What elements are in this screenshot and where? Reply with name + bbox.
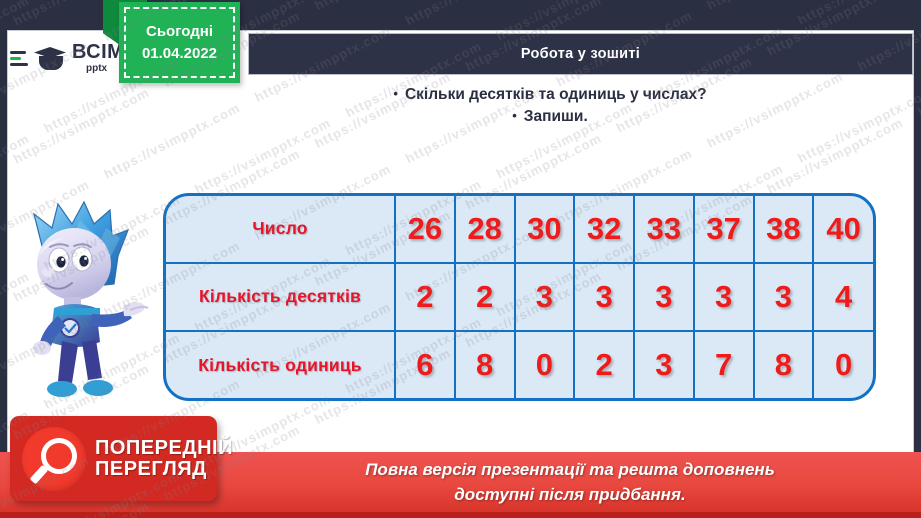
bullet-text-2: Запиши.	[523, 108, 588, 126]
numbers-table: Число 26 28 30 32 33 37 38 40 Кількість …	[163, 193, 876, 401]
table-cell: 7	[692, 330, 755, 398]
table-cell: 3	[573, 261, 635, 333]
table-row: Кількість десятків 2 2 3 3 3 3 3 4	[166, 261, 873, 333]
table-cell: 26	[394, 196, 456, 264]
speed-lines-icon	[10, 50, 30, 66]
table-cell: 8	[453, 330, 516, 398]
table-cell: 3	[752, 261, 815, 333]
table-row: Кількість одиниць 6 8 0 2 3 7 8 0	[166, 330, 873, 398]
table-cell: 2	[573, 330, 635, 398]
row-label-units: Кількість одиниць	[166, 330, 396, 398]
table-cell: 37	[692, 196, 755, 264]
table-cell: 0	[812, 330, 873, 398]
table-cell: 3	[513, 261, 576, 333]
table-cell: 40	[812, 196, 873, 264]
logo-subtitle: pptx	[86, 63, 108, 74]
table-cell: 3	[633, 330, 695, 398]
date-badge: Сьогодні 01.04.2022	[119, 2, 240, 83]
section-title-bar: Робота у зошиті	[248, 33, 913, 75]
table-cell: 32	[573, 196, 635, 264]
table-cell: 2	[453, 261, 516, 333]
table-cell: 33	[633, 196, 695, 264]
preview-badge: ПОПЕРЕДНІЙ ПЕРЕГЛЯД	[10, 416, 232, 501]
preview-badge-line-2: ПЕРЕГЛЯД	[95, 457, 207, 480]
row-label-tens: Кількість десятків	[166, 261, 396, 333]
purchase-notice-line-2: доступні після придбання.	[454, 484, 686, 504]
table-cell: 2	[394, 261, 456, 333]
brand-logo: ВСІМ pptx	[10, 33, 130, 83]
magnifier-icon	[22, 426, 86, 491]
table-cell: 3	[692, 261, 755, 333]
table-cell: 28	[453, 196, 516, 264]
bullet-item-2: • Запиши.	[250, 106, 850, 128]
task-instructions: • Скільки десятків та одиниць у числах? •…	[250, 84, 850, 129]
bullet-marker-icon: •	[512, 108, 517, 124]
table-cell: 3	[633, 261, 695, 333]
table-cell: 38	[752, 196, 815, 264]
bullet-marker-icon: •	[393, 86, 398, 101]
table-cell: 30	[513, 196, 576, 264]
logo-name: ВСІМ	[72, 41, 125, 63]
fixie-character-illustration	[32, 200, 149, 397]
table-row: Число 26 28 30 32 33 37 38 40	[166, 196, 873, 264]
row-label-number: Число	[166, 196, 396, 264]
date-badge-label: Сьогодні	[146, 22, 213, 40]
page-title: Робота у зошиті	[520, 46, 641, 62]
graduation-cap-icon	[34, 43, 68, 73]
preview-badge-line-1: ПОПЕРЕДНІЙ	[95, 436, 233, 459]
bullet-text-1: Скільки десятків та одиниць у числах?	[404, 86, 707, 103]
bullet-item-1: • Скільки десятків та одиниць у числах?	[250, 84, 850, 106]
purchase-notice-line-1: Повна версія презентації та решта доповн…	[365, 460, 775, 479]
footer-strip	[0, 512, 921, 518]
table-cell: 6	[394, 330, 456, 398]
date-badge-value: 01.04.2022	[141, 44, 218, 62]
table-cell: 8	[752, 330, 815, 398]
table-cell: 0	[513, 330, 576, 398]
table-cell: 4	[812, 261, 873, 333]
